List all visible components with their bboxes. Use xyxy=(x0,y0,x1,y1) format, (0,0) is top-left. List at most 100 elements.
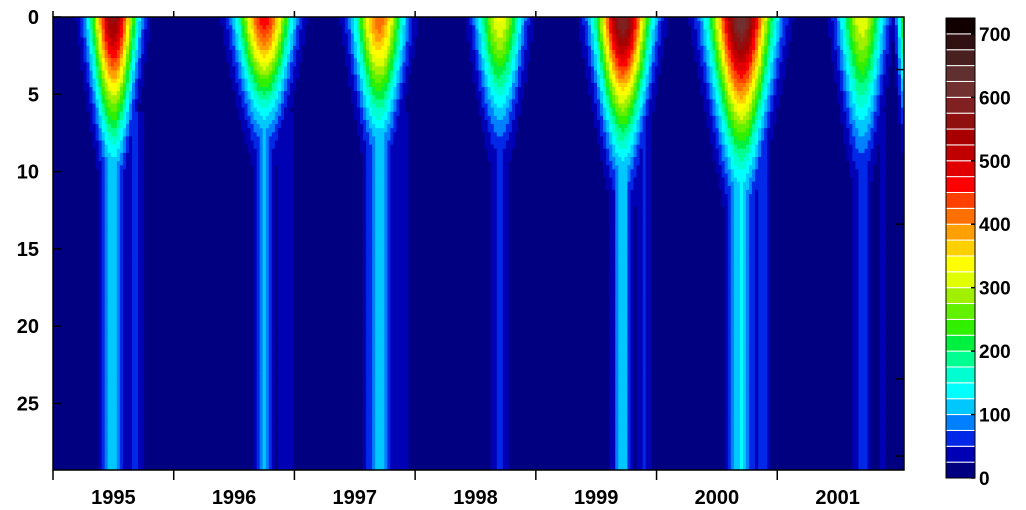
heatmap-cell xyxy=(363,165,367,170)
heatmap-cell xyxy=(232,49,236,55)
heatmap-cell xyxy=(657,87,701,92)
heatmap-cell xyxy=(390,82,394,88)
heatmap-cell xyxy=(256,99,273,105)
heatmap-cell xyxy=(755,103,759,109)
heatmap-cell xyxy=(642,173,647,179)
heatmap-cell xyxy=(393,58,398,63)
heatmap-cell xyxy=(290,41,294,47)
heatmap-cell xyxy=(514,144,601,150)
heatmap-cell xyxy=(490,25,495,30)
heatmap-cell xyxy=(274,87,279,92)
heatmap-cell xyxy=(627,107,632,113)
heatmap-cell xyxy=(375,173,385,179)
heatmap-cell xyxy=(353,17,358,22)
heatmap-cell xyxy=(144,173,255,179)
heatmap-cell xyxy=(353,111,361,117)
heatmap-cell xyxy=(104,54,109,59)
heatmap-cell xyxy=(855,33,863,39)
heatmap-cell xyxy=(867,29,872,35)
heatmap-cell xyxy=(514,17,519,22)
heatmap-cell xyxy=(472,21,477,26)
heatmap-cell xyxy=(469,21,474,26)
heatmap-cell xyxy=(232,37,236,43)
heatmap-cell xyxy=(752,185,768,191)
heatmap-cell xyxy=(867,111,872,117)
heatmap-cell xyxy=(864,148,872,154)
heatmap-cell xyxy=(855,25,860,30)
heatmap-cell xyxy=(505,74,510,80)
heatmap-cell xyxy=(344,25,349,30)
heatmap-cell xyxy=(369,17,373,22)
heatmap-cell xyxy=(749,82,753,88)
heatmap-cell xyxy=(235,95,243,100)
heatmap-cell xyxy=(359,103,364,109)
heatmap-cell xyxy=(755,33,759,39)
heatmap-cell xyxy=(745,21,750,26)
heatmap-cell xyxy=(116,58,121,63)
heatmap-cell xyxy=(742,74,750,80)
heatmap-cell xyxy=(125,119,130,125)
heatmap-cell xyxy=(612,144,616,150)
heatmap-cell xyxy=(834,66,838,72)
heatmap-cell xyxy=(387,115,391,121)
heatmap-cell xyxy=(651,119,708,125)
heatmap-cell xyxy=(627,140,635,146)
heatmap-cell xyxy=(132,33,136,39)
heatmap-cell xyxy=(584,25,589,30)
heatmap-cell xyxy=(396,66,401,72)
heatmap-cell xyxy=(122,177,133,183)
heatmap-cell xyxy=(256,82,261,88)
heatmap-cell xyxy=(366,165,373,170)
heatmap-cell xyxy=(363,152,367,158)
heatmap-cell xyxy=(639,62,644,68)
heatmap-cell xyxy=(630,82,635,88)
heatmap-cell xyxy=(259,173,264,179)
heatmap-cell xyxy=(363,124,367,129)
heatmap-cell xyxy=(627,82,632,88)
heatmap-cell xyxy=(259,140,264,146)
heatmap-cell xyxy=(730,103,735,109)
heatmap-cell xyxy=(742,87,750,92)
heatmap-cell xyxy=(590,66,595,72)
heatmap-cell xyxy=(141,29,145,35)
heatmap-cell xyxy=(390,181,410,187)
heatmap-cell xyxy=(630,206,635,212)
heatmap-cell xyxy=(283,74,288,80)
heatmap-cell xyxy=(493,49,507,55)
heatmap-cell xyxy=(606,161,613,166)
heatmap-cell xyxy=(834,70,841,76)
heatmap-cell xyxy=(864,58,869,63)
heatmap-cell xyxy=(359,49,364,55)
heatmap-cell xyxy=(396,21,401,26)
heatmap-cell xyxy=(344,17,349,22)
heatmap-cell xyxy=(381,78,388,84)
heatmap-cell xyxy=(92,119,97,125)
heatmap-cell xyxy=(609,45,613,51)
heatmap-cell xyxy=(730,99,735,105)
heatmap-cell xyxy=(290,37,294,43)
heatmap-cell xyxy=(132,70,136,76)
heatmap-cell xyxy=(755,165,759,170)
heatmap-cell xyxy=(247,29,252,35)
heatmap-cell xyxy=(876,58,881,63)
heatmap-cell xyxy=(758,136,762,142)
heatmap-cell xyxy=(843,33,847,39)
heatmap-cell xyxy=(654,54,659,59)
heatmap-cell xyxy=(408,37,413,43)
heatmap-cell xyxy=(727,210,732,216)
heatmap-cell xyxy=(387,45,391,51)
heatmap-cell xyxy=(104,41,109,47)
heatmap-cell xyxy=(387,49,391,55)
heatmap-cell xyxy=(788,49,832,55)
heatmap-cell xyxy=(642,119,647,125)
heatmap-cell xyxy=(587,91,595,96)
heatmap-cell xyxy=(767,111,771,117)
heatmap-cell xyxy=(363,91,367,96)
heatmap-cell xyxy=(855,17,869,22)
heatmap-cell xyxy=(475,82,480,88)
heatmap-cell xyxy=(511,74,516,80)
heatmap-cell xyxy=(630,29,635,35)
heatmap-cell xyxy=(262,132,267,138)
heatmap-cell xyxy=(852,37,856,43)
heatmap-cell xyxy=(138,128,145,133)
